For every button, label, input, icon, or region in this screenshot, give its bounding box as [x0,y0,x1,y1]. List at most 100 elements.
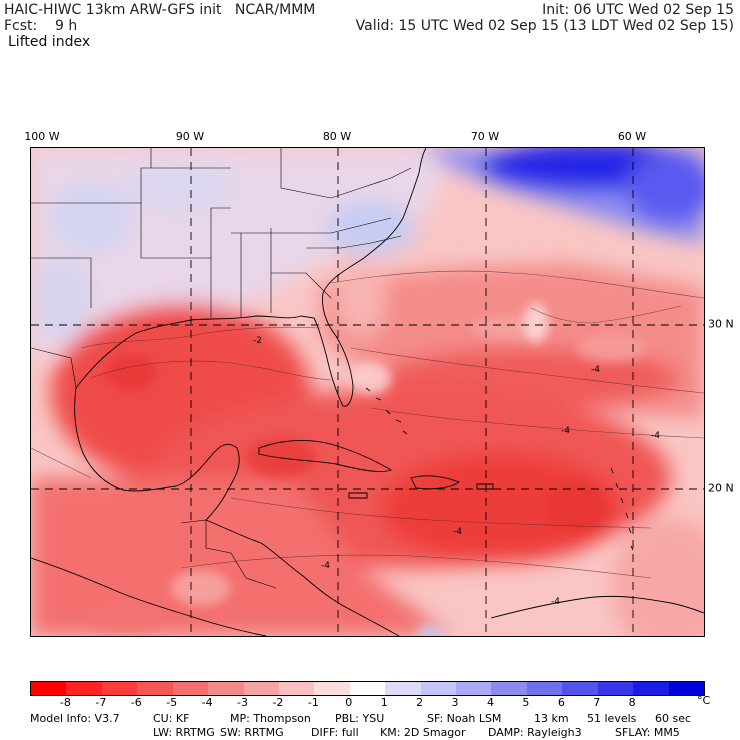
colorbar-segment [314,682,350,695]
colorbar-segment [172,682,209,695]
colorbar-tick-label: 4 [486,696,494,709]
colorbar-tick-label: 2 [416,696,424,709]
colorbar-tick-label: -7 [95,696,107,709]
model-info-km: KM: 2D Smagor [380,726,466,739]
field-blob [171,570,231,606]
colorbar-segment [385,682,421,695]
colorbar-tick-label: 1 [380,696,388,709]
state-border [231,217,392,234]
contour-line [180,554,652,579]
colorbar-segment [668,682,705,695]
contour-label: -4 [591,365,600,375]
jamaica-coastline [348,492,368,499]
model-info-pbl: PBL: YSU [335,712,385,725]
model-info-diff: DIFF: full [311,726,359,739]
colorbar-segment [66,682,102,695]
colorbar-segment [633,682,669,695]
field-blob [106,355,156,391]
field-blob [86,603,166,633]
colorbar-tick-label: 5 [522,696,530,709]
lon-label-100w: 100 W [24,130,60,143]
model-info-mp: MP: Thompson [230,712,311,725]
field-blue-texas [31,258,91,338]
pacific-coastline [31,557,267,636]
contour-label: -4 [321,561,330,571]
colorbar-tick-label: -5 [166,696,178,709]
contour-label: -4 [651,431,660,441]
mexico-coastline [74,387,240,521]
colorbar-segment [101,682,138,695]
colorbar-tick-label: 6 [557,696,565,709]
lifted-index-map: -2 -4 -4 -4 -4 -4 -4 [30,147,705,637]
colorbar-segment [456,682,492,695]
contour-label: -4 [561,426,570,436]
colorbar-tick-label: -8 [59,696,71,709]
forecast-hour: Fcst: 9 h [4,18,78,34]
product-title: Lifted index [8,34,91,50]
model-info-sflay: SFLAY: MM5 [615,726,680,739]
state-border [360,167,412,189]
colorbar-segment [349,682,386,695]
header-left: HAIC-HIWC 13km ARW-GFS init NCAR/MMM Fcs… [4,2,315,34]
model-info-sw: SW: RRTMG [220,726,284,739]
state-border [306,235,402,249]
lon-label-70w: 70 W [470,130,500,143]
mexico-border [31,347,77,389]
contour-label: -2 [253,336,262,346]
colorbar-tick-label: -3 [237,696,248,709]
colorbar-unit: °C [697,694,711,707]
bahamas-coastline [365,387,408,435]
field-weaker-se [611,518,704,636]
model-info-cu: CU: KF [153,712,190,725]
colorbar-segment [526,682,563,695]
field-blue-corner [626,153,704,223]
colorbar-tick-label: 8 [628,696,636,709]
colorbar-tick-label: 3 [451,696,459,709]
model-info-timestep: 60 sec [655,712,692,725]
field-blob [546,483,606,533]
colorbar-segment [491,682,527,695]
colorbar-segment [420,682,457,695]
mexico-border [180,519,232,554]
field-blue-carolinas [326,200,416,256]
lat-label-20n: 20 N [708,481,734,495]
model-info-sf: SF: Noah LSM [427,712,502,725]
contour-line [31,447,92,479]
contour-line [330,270,704,299]
field-blue-west [51,183,131,253]
state-border [31,257,92,308]
colorbar-segment [562,682,598,695]
contour-line [530,305,682,324]
lon-label-90w: 90 W [175,130,205,143]
model-title: HAIC-HIWC 13km ARW-GFS init NCAR/MMM [4,2,316,18]
colorbar-segment [278,682,315,695]
field-blue-plains [126,163,236,213]
valid-time: Valid: 15 UTC Wed 02 Sep 15 (13 LDT Wed … [355,18,734,34]
model-info-damp: DAMP: Rayleigh3 [488,726,582,739]
contour-labels: -2 -4 -4 -4 -4 -4 -4 [253,336,660,607]
field-blob [576,334,646,362]
colorbar [30,681,705,696]
colorbar-tick-label: -6 [130,696,142,709]
init-time: Init: 06 UTC Wed 02 Sep 15 [542,2,734,18]
lon-label-80w: 80 W [322,130,352,143]
lat-lon-grid [31,148,704,636]
colorbar-tick-label: -4 [201,696,213,709]
contour-label: -4 [453,527,462,537]
colorbar-tick-label: 7 [593,696,601,709]
contour-line [350,347,704,394]
contour-line [370,407,704,439]
state-border [271,272,332,299]
colorbar-segment [31,682,67,695]
contour-line [80,326,322,349]
colorbar-tick-label: -1 [307,696,319,709]
colorbar-segment [597,682,634,695]
contours [31,270,704,579]
colorbar-segment [208,682,244,695]
lat-label-30n: 30 N [708,317,734,331]
field-moderate-central-america [31,478,451,636]
contour-line [230,497,652,529]
state-border [280,148,362,199]
colorbar-segment [137,682,173,695]
field-blob [351,363,391,393]
